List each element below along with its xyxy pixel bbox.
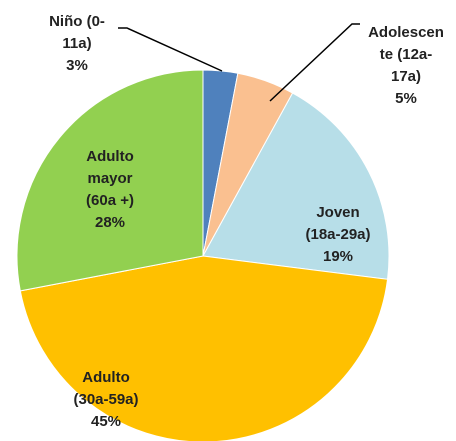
value-label: 5% — [395, 90, 417, 107]
value-label: 28% — [94, 214, 126, 231]
category-label: Niño (0- 11a) — [49, 13, 105, 52]
category-label: Joven (18a-29a) — [305, 204, 371, 243]
slice-label: Joven (18a-29a) 19% — [305, 202, 370, 268]
slices — [16, 69, 390, 441]
slice-label: Adolescen te (12a- 17a) 5% — [368, 22, 444, 110]
leader-line — [118, 27, 223, 72]
slice-label: Adulto (30a-59a) 45% — [73, 367, 138, 433]
value-label: 19% — [322, 248, 354, 265]
category-label: Adulto mayor (60a +) — [86, 148, 134, 209]
pie-slice — [202, 92, 390, 280]
pie-slice — [16, 69, 204, 292]
pie-slice — [19, 255, 389, 441]
value-label: 3% — [66, 57, 88, 74]
slice-label: Niño (0- 11a) 3% — [49, 11, 105, 77]
leader-line — [269, 23, 360, 102]
category-label: Adulto (30a-59a) — [73, 369, 139, 408]
category-label: Adolescen te (12a- 17a) — [368, 24, 444, 85]
slice-label: Adulto mayor (60a +) 28% — [86, 146, 134, 234]
value-label: 45% — [90, 413, 122, 430]
